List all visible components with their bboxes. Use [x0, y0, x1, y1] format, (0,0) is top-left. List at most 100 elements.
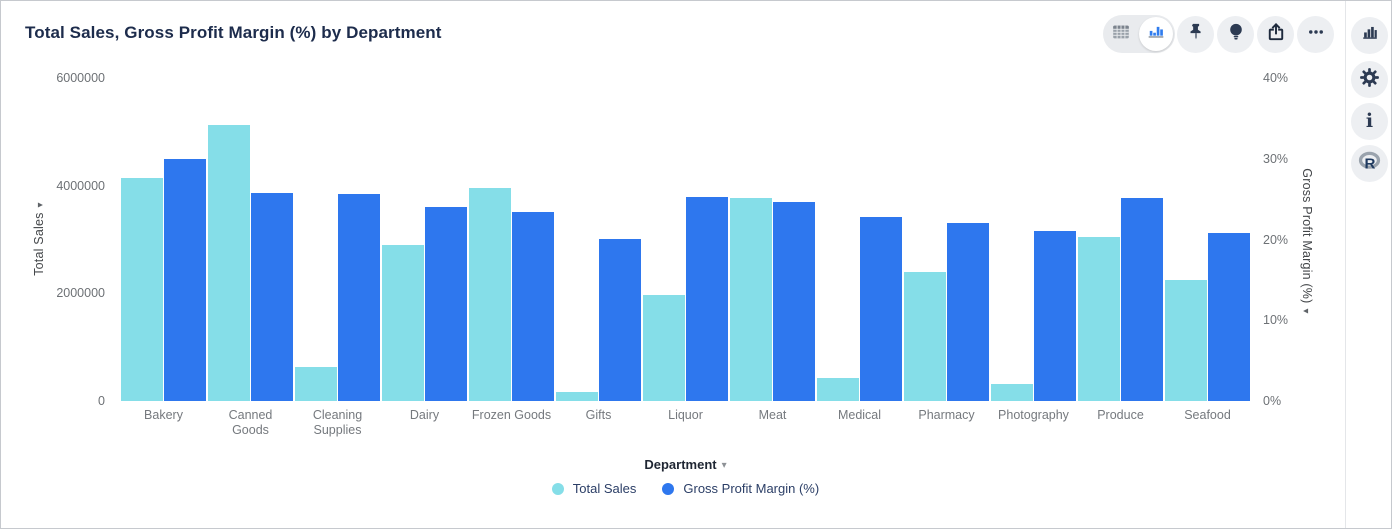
lightbulb-icon — [1225, 21, 1247, 48]
x-tick-label: Seafood — [1184, 408, 1231, 422]
bar[interactable] — [860, 216, 902, 401]
bar[interactable] — [947, 223, 989, 401]
column-chart-icon — [1359, 22, 1381, 49]
bar[interactable] — [556, 392, 598, 401]
bar[interactable] — [773, 202, 815, 401]
rail-divider — [1345, 1, 1346, 528]
bar[interactable] — [208, 124, 250, 401]
bar-group — [990, 78, 1077, 401]
y-tick-label: 30% — [1263, 151, 1289, 166]
bar-group — [729, 78, 816, 401]
bar-group — [468, 78, 555, 401]
x-tick-label: Dairy — [409, 408, 440, 422]
y-tick-label: 6000000 — [56, 71, 105, 85]
x-tick-label: Cleaning Supplies — [312, 408, 363, 437]
x-tick-label: Photography — [998, 408, 1069, 422]
bar-chart-icon — [1145, 21, 1167, 48]
x-tick-label: Gifts — [585, 408, 612, 422]
y-tick-label: 0% — [1263, 394, 1282, 408]
x-tick-label: Bakery — [144, 408, 183, 422]
settings-button[interactable] — [1351, 61, 1388, 98]
info-button[interactable]: i — [1351, 103, 1388, 140]
right-axis-title[interactable]: Gross Profit Margin (%)▾ — [1300, 168, 1314, 314]
bar[interactable] — [1121, 198, 1163, 401]
bar[interactable] — [425, 207, 467, 401]
plot-area — [120, 78, 1251, 401]
r-logo-icon: R — [1357, 149, 1382, 179]
bar-group — [903, 78, 990, 401]
bar[interactable] — [338, 193, 380, 401]
share-export-icon — [1265, 21, 1287, 48]
share-button[interactable] — [1257, 15, 1294, 53]
legend: Total Sales Gross Profit Margin (%) — [120, 481, 1251, 496]
bar[interactable] — [1208, 233, 1250, 401]
legend-dot-icon — [551, 482, 564, 495]
bar[interactable] — [904, 271, 946, 401]
bar[interactable] — [730, 197, 772, 401]
sort-caret-icon: ▾ — [1300, 308, 1311, 314]
bar[interactable] — [599, 238, 641, 401]
sort-caret-icon: ▾ — [35, 202, 46, 208]
y-tick-label: 4000000 — [56, 178, 105, 193]
x-tick-label: Meat — [758, 408, 787, 422]
bar[interactable] — [817, 378, 859, 401]
view-toggle — [1103, 15, 1175, 53]
gear-icon — [1358, 66, 1381, 94]
y-tick-label: 10% — [1263, 313, 1289, 328]
chart-view-button[interactable] — [1139, 17, 1173, 51]
x-tick-label: Pharmacy — [918, 408, 975, 422]
pin-button[interactable] — [1177, 15, 1214, 53]
left-axis-title[interactable]: Total Sales▾ — [32, 202, 46, 276]
bar-group — [207, 78, 294, 401]
y-tick-label: 2000000 — [56, 286, 105, 301]
bar-group — [555, 78, 642, 401]
bar-group — [120, 78, 207, 401]
bar[interactable] — [121, 178, 163, 401]
y-tick-label: 20% — [1263, 232, 1289, 247]
bar[interactable] — [1078, 236, 1120, 401]
table-view-button[interactable] — [1103, 15, 1139, 53]
x-axis-labels: Bakery Canned Goods Cleaning Supplies Dairy… — [120, 408, 1251, 454]
left-axis-ticks: 0 2000000 4000000 6000000 — [1, 1, 105, 528]
table-icon — [1110, 21, 1132, 48]
bar[interactable] — [512, 212, 554, 401]
legend-item[interactable]: Total Sales — [551, 481, 637, 496]
x-tick-label: Medical — [837, 408, 882, 422]
bar-group — [1077, 78, 1164, 401]
x-tick-label: Produce — [1097, 408, 1144, 422]
pin-icon — [1185, 21, 1207, 48]
bar[interactable] — [686, 196, 728, 401]
bar[interactable] — [1165, 279, 1207, 401]
bar-group — [642, 78, 729, 401]
x-tick-label: Frozen Goods — [471, 408, 552, 422]
ellipsis-icon — [1305, 21, 1327, 48]
chart-type-button[interactable] — [1351, 17, 1388, 54]
bar[interactable] — [469, 187, 511, 401]
y-tick-label: 40% — [1263, 71, 1289, 85]
bar[interactable] — [643, 294, 685, 401]
more-options-button[interactable] — [1297, 15, 1334, 53]
bar[interactable] — [295, 367, 337, 401]
x-tick-label: Canned Goods — [228, 408, 273, 437]
right-axis-ticks: 0% 10% 20% 30% 40% — [1263, 1, 1323, 528]
legend-label: Total Sales — [572, 481, 637, 496]
bar[interactable] — [251, 192, 293, 401]
bar[interactable] — [991, 384, 1033, 401]
r-analysis-button[interactable]: R — [1351, 145, 1388, 182]
bar-group — [816, 78, 903, 401]
bar[interactable] — [164, 158, 206, 401]
legend-dot-icon — [662, 482, 675, 495]
x-axis-title[interactable]: Department ▾ — [644, 457, 727, 472]
dropdown-caret-icon: ▾ — [721, 460, 727, 471]
bar-group — [381, 78, 468, 401]
legend-label: Gross Profit Margin (%) — [683, 481, 820, 496]
insights-button[interactable] — [1217, 15, 1254, 53]
bar[interactable] — [382, 244, 424, 401]
svg-text:R: R — [1365, 155, 1376, 172]
bar[interactable] — [1034, 230, 1076, 401]
info-icon: i — [1365, 110, 1374, 132]
bar-group — [1164, 78, 1251, 401]
x-tick-label: Liquor — [668, 408, 703, 422]
legend-item[interactable]: Gross Profit Margin (%) — [662, 481, 819, 496]
